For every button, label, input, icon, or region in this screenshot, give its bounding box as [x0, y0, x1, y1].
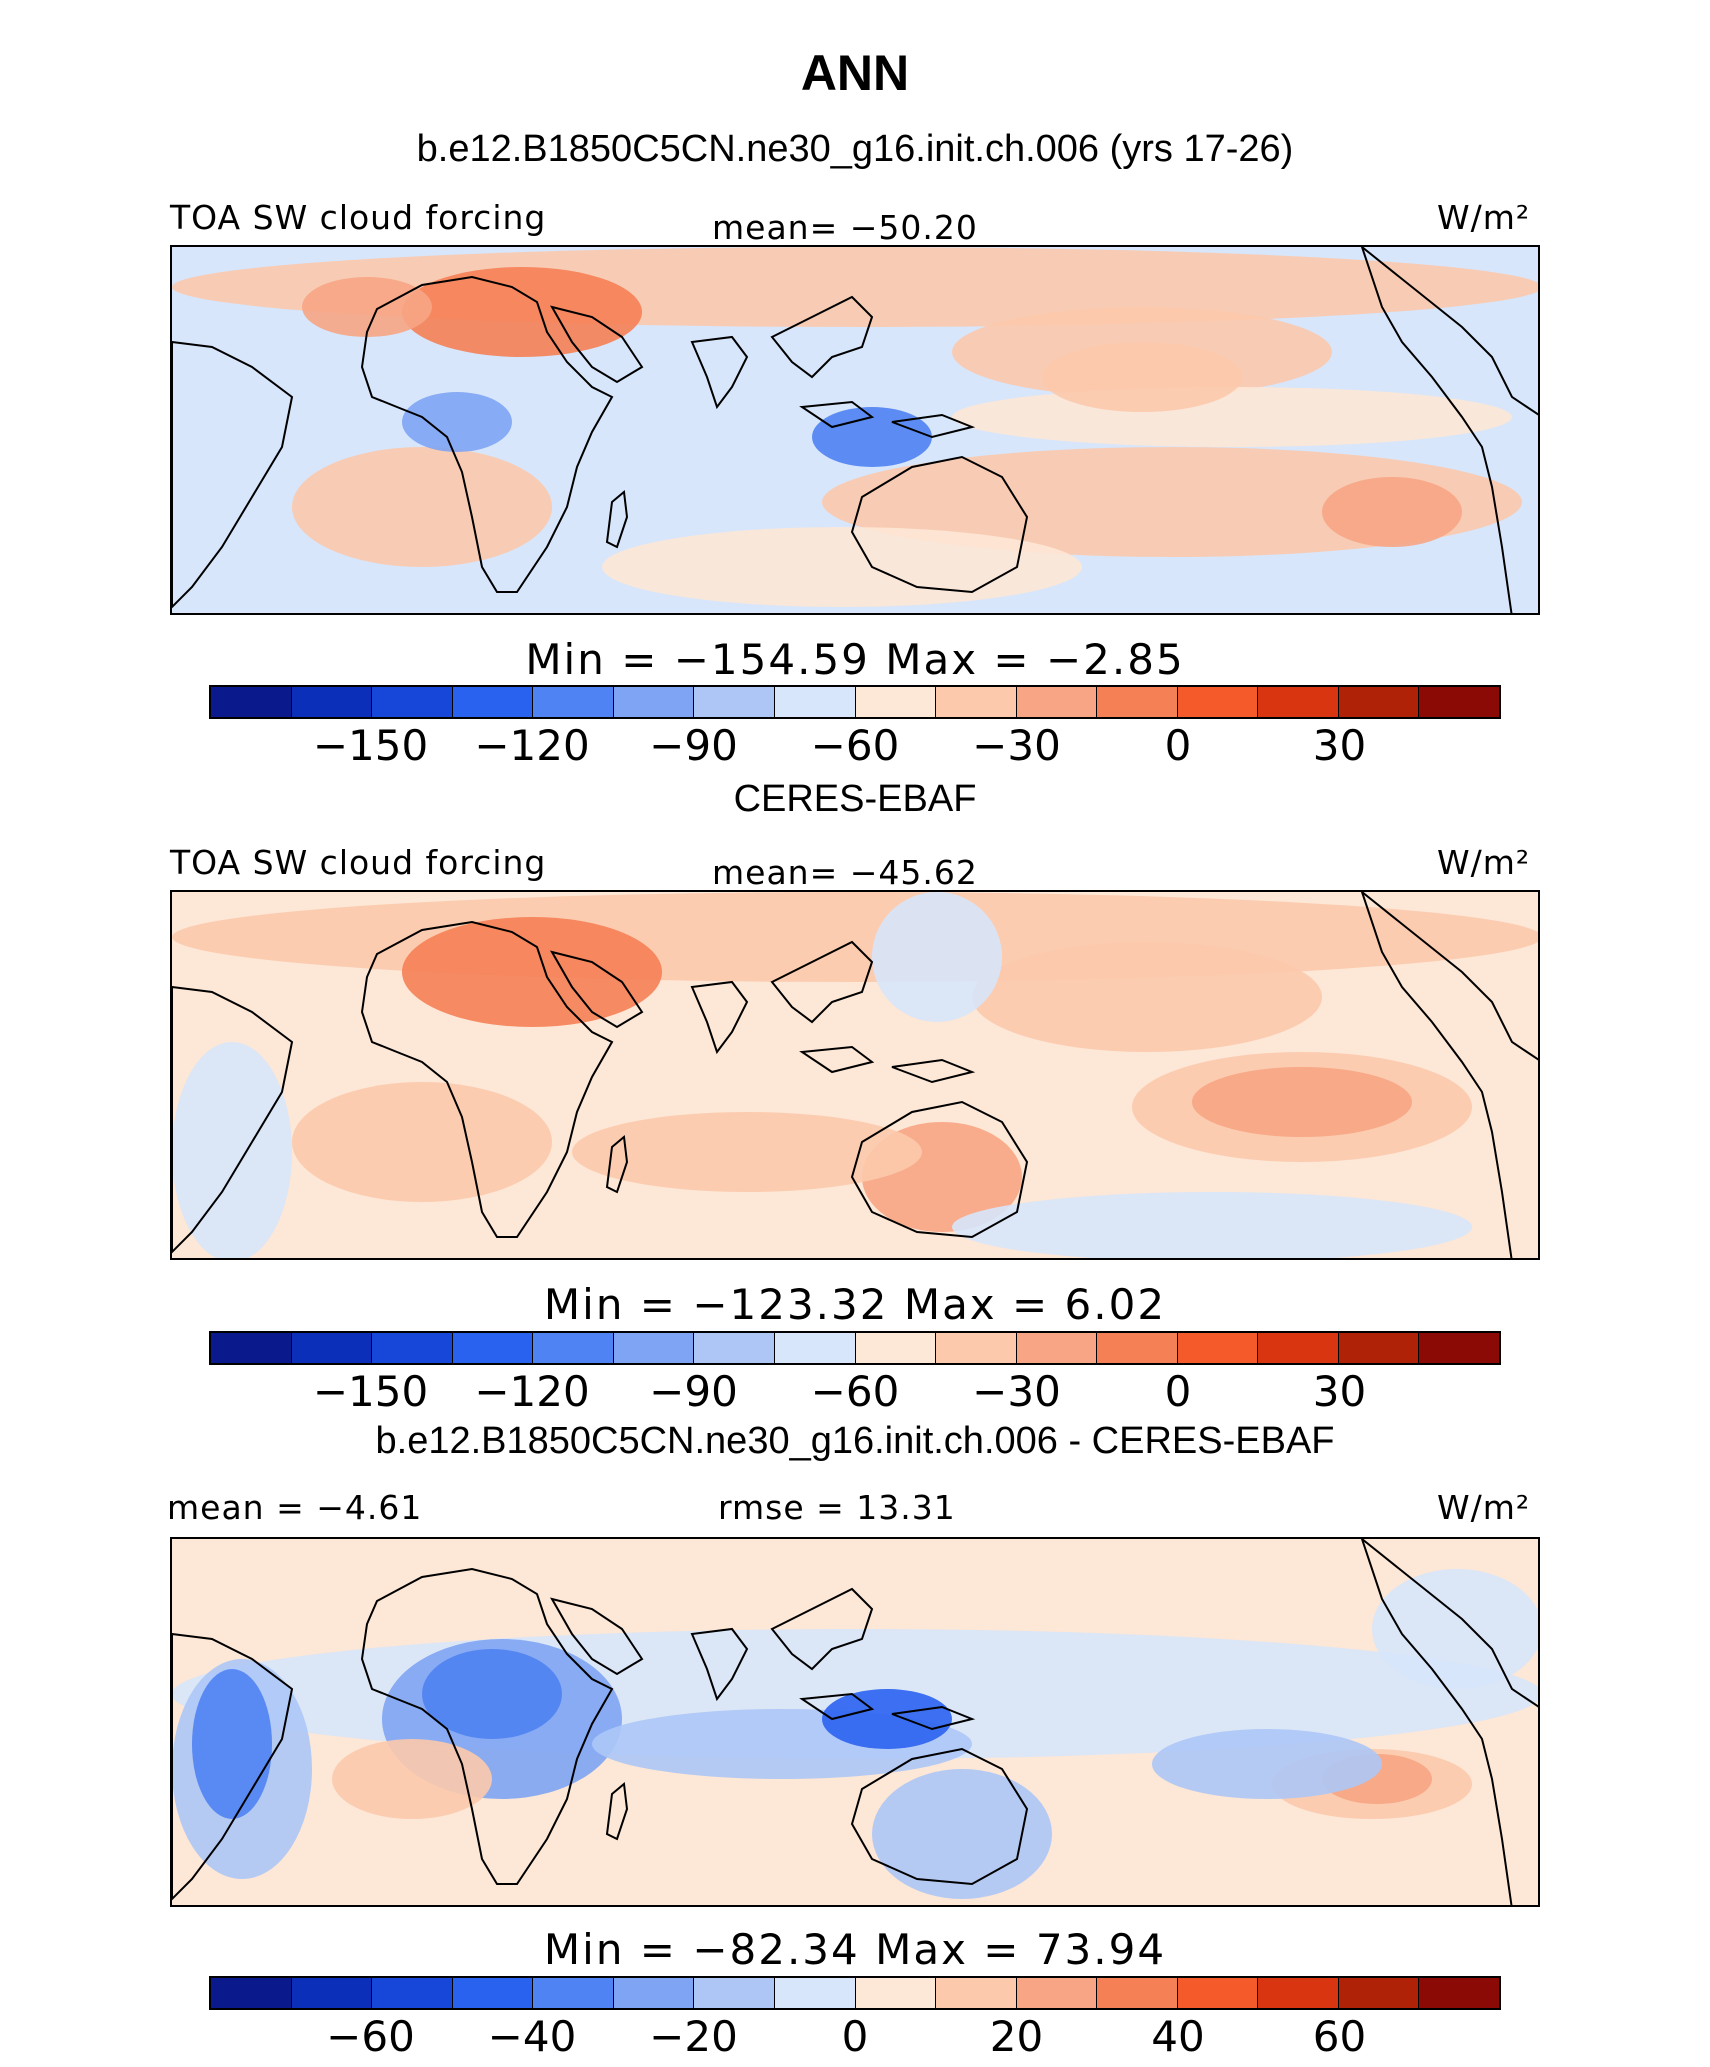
colorbar-cell — [936, 1978, 1017, 2008]
colorbar-cell — [1258, 687, 1339, 717]
colorbar-cell — [291, 1978, 373, 2008]
colorbar-cell — [1177, 1333, 1259, 1363]
colorbar-cell — [1016, 687, 1098, 717]
colorbar-cell — [291, 687, 373, 717]
colorbar-cell — [1419, 1978, 1499, 2008]
colorbar-tick-label: −20 — [649, 2012, 738, 2061]
colorbar-tick-label: 30 — [1312, 1367, 1367, 1416]
colorbar-tick-label: 30 — [1312, 721, 1367, 770]
colorbar-tick-label: −120 — [474, 1367, 590, 1416]
colorbar-cell — [1258, 1333, 1339, 1363]
colorbar-cell — [613, 687, 695, 717]
colorbar-tick-label: −150 — [312, 721, 429, 770]
colorbar-tick-label: −30 — [972, 1367, 1061, 1416]
colorbar-tick-label: −90 — [649, 721, 738, 770]
panel-3-colorbar — [209, 1976, 1501, 2010]
colorbar-cell — [211, 1978, 292, 2008]
colorbar-cell — [452, 1978, 534, 2008]
colorbar-cell — [211, 1333, 292, 1363]
colorbar-cell — [372, 1978, 453, 2008]
colorbar-tick-label: −60 — [810, 1367, 900, 1416]
panel-1-colorbar — [209, 685, 1501, 719]
panel-1-heading: b.e12.B1850C5CN.ne30_g16.init.ch.006 (yr… — [416, 128, 1294, 170]
panel-1-mean-label: mean= −50.20 — [712, 208, 978, 247]
panel-3-minmax: Min = −82.34 Max = 73.94 — [543, 1925, 1167, 1974]
panel-2-units: W/m² — [1437, 843, 1531, 882]
panel-2-heading: CERES-EBAF — [733, 778, 977, 820]
colorbar-cell — [211, 687, 292, 717]
panel-2-map — [170, 890, 1540, 1260]
colorbar-cell — [613, 1978, 695, 2008]
colorbar-tick-label: −150 — [312, 1367, 429, 1416]
panel-2-mean-label: mean= −45.62 — [712, 853, 978, 892]
colorbar-cell — [694, 1333, 775, 1363]
colorbar-cell — [936, 1333, 1017, 1363]
colorbar-cell — [1419, 1333, 1499, 1363]
colorbar-cell — [1338, 1333, 1420, 1363]
colorbar-cell — [1419, 687, 1499, 717]
panel-3-map — [170, 1537, 1540, 1907]
colorbar-cell — [291, 1333, 373, 1363]
colorbar-tick-label: −60 — [810, 721, 900, 770]
panel-3-heading: b.e12.B1850C5CN.ne30_g16.init.ch.006 - C… — [375, 1420, 1335, 1462]
colorbar-cell — [774, 1978, 856, 2008]
panel-3-mean-label: mean = −4.61 — [167, 1488, 423, 1527]
colorbar-cell — [855, 687, 937, 717]
colorbar-cell — [1097, 1978, 1178, 2008]
colorbar-tick-label: −90 — [649, 1367, 738, 1416]
panel-1-units: W/m² — [1437, 198, 1531, 237]
colorbar-cell — [694, 1978, 775, 2008]
colorbar-tick-label: 0 — [841, 2012, 869, 2061]
colorbar-cell — [1177, 687, 1259, 717]
colorbar-cell — [613, 1333, 695, 1363]
colorbar-cell — [694, 687, 775, 717]
colorbar-tick-label: 60 — [1312, 2012, 1367, 2061]
colorbar-cell — [1097, 1333, 1178, 1363]
colorbar-cell — [1338, 687, 1420, 717]
colorbar-cell — [1177, 1978, 1259, 2008]
colorbar-tick-label: −40 — [487, 2012, 577, 2061]
panel-1-left-label: TOA SW cloud forcing — [170, 198, 547, 237]
colorbar-cell — [452, 1333, 534, 1363]
colorbar-tick-label: 20 — [989, 2012, 1044, 2061]
colorbar-cell — [855, 1978, 937, 2008]
colorbar-tick-label: 40 — [1151, 2012, 1205, 2061]
figure-title: ANN — [800, 45, 910, 101]
panel-1-map — [170, 245, 1540, 615]
colorbar-cell — [533, 1978, 614, 2008]
colorbar-cell — [533, 687, 614, 717]
panel-1-minmax: Min = −154.59 Max = −2.85 — [525, 635, 1185, 684]
colorbar-tick-label: 0 — [1164, 721, 1192, 770]
colorbar-cell — [372, 1333, 453, 1363]
colorbar-cell — [1097, 687, 1178, 717]
colorbar-tick-label: 0 — [1164, 1367, 1192, 1416]
panel-3-units: W/m² — [1437, 1488, 1531, 1527]
colorbar-cell — [774, 687, 856, 717]
colorbar-cell — [1016, 1978, 1098, 2008]
colorbar-tick-label: −60 — [326, 2012, 415, 2061]
panel-3-rmse-label: rmse = 13.31 — [718, 1488, 956, 1527]
colorbar-cell — [1258, 1978, 1339, 2008]
colorbar-cell — [452, 687, 534, 717]
colorbar-cell — [774, 1333, 856, 1363]
panel-2-colorbar — [209, 1331, 1501, 1365]
panel-2-left-label: TOA SW cloud forcing — [170, 843, 547, 882]
panel-2-minmax: Min = −123.32 Max = 6.02 — [543, 1280, 1167, 1329]
colorbar-cell — [1338, 1978, 1420, 2008]
colorbar-cell — [372, 687, 453, 717]
colorbar-cell — [855, 1333, 937, 1363]
colorbar-cell — [936, 687, 1017, 717]
colorbar-tick-label: −120 — [474, 721, 590, 770]
colorbar-cell — [1016, 1333, 1098, 1363]
colorbar-cell — [533, 1333, 614, 1363]
colorbar-tick-label: −30 — [972, 721, 1061, 770]
